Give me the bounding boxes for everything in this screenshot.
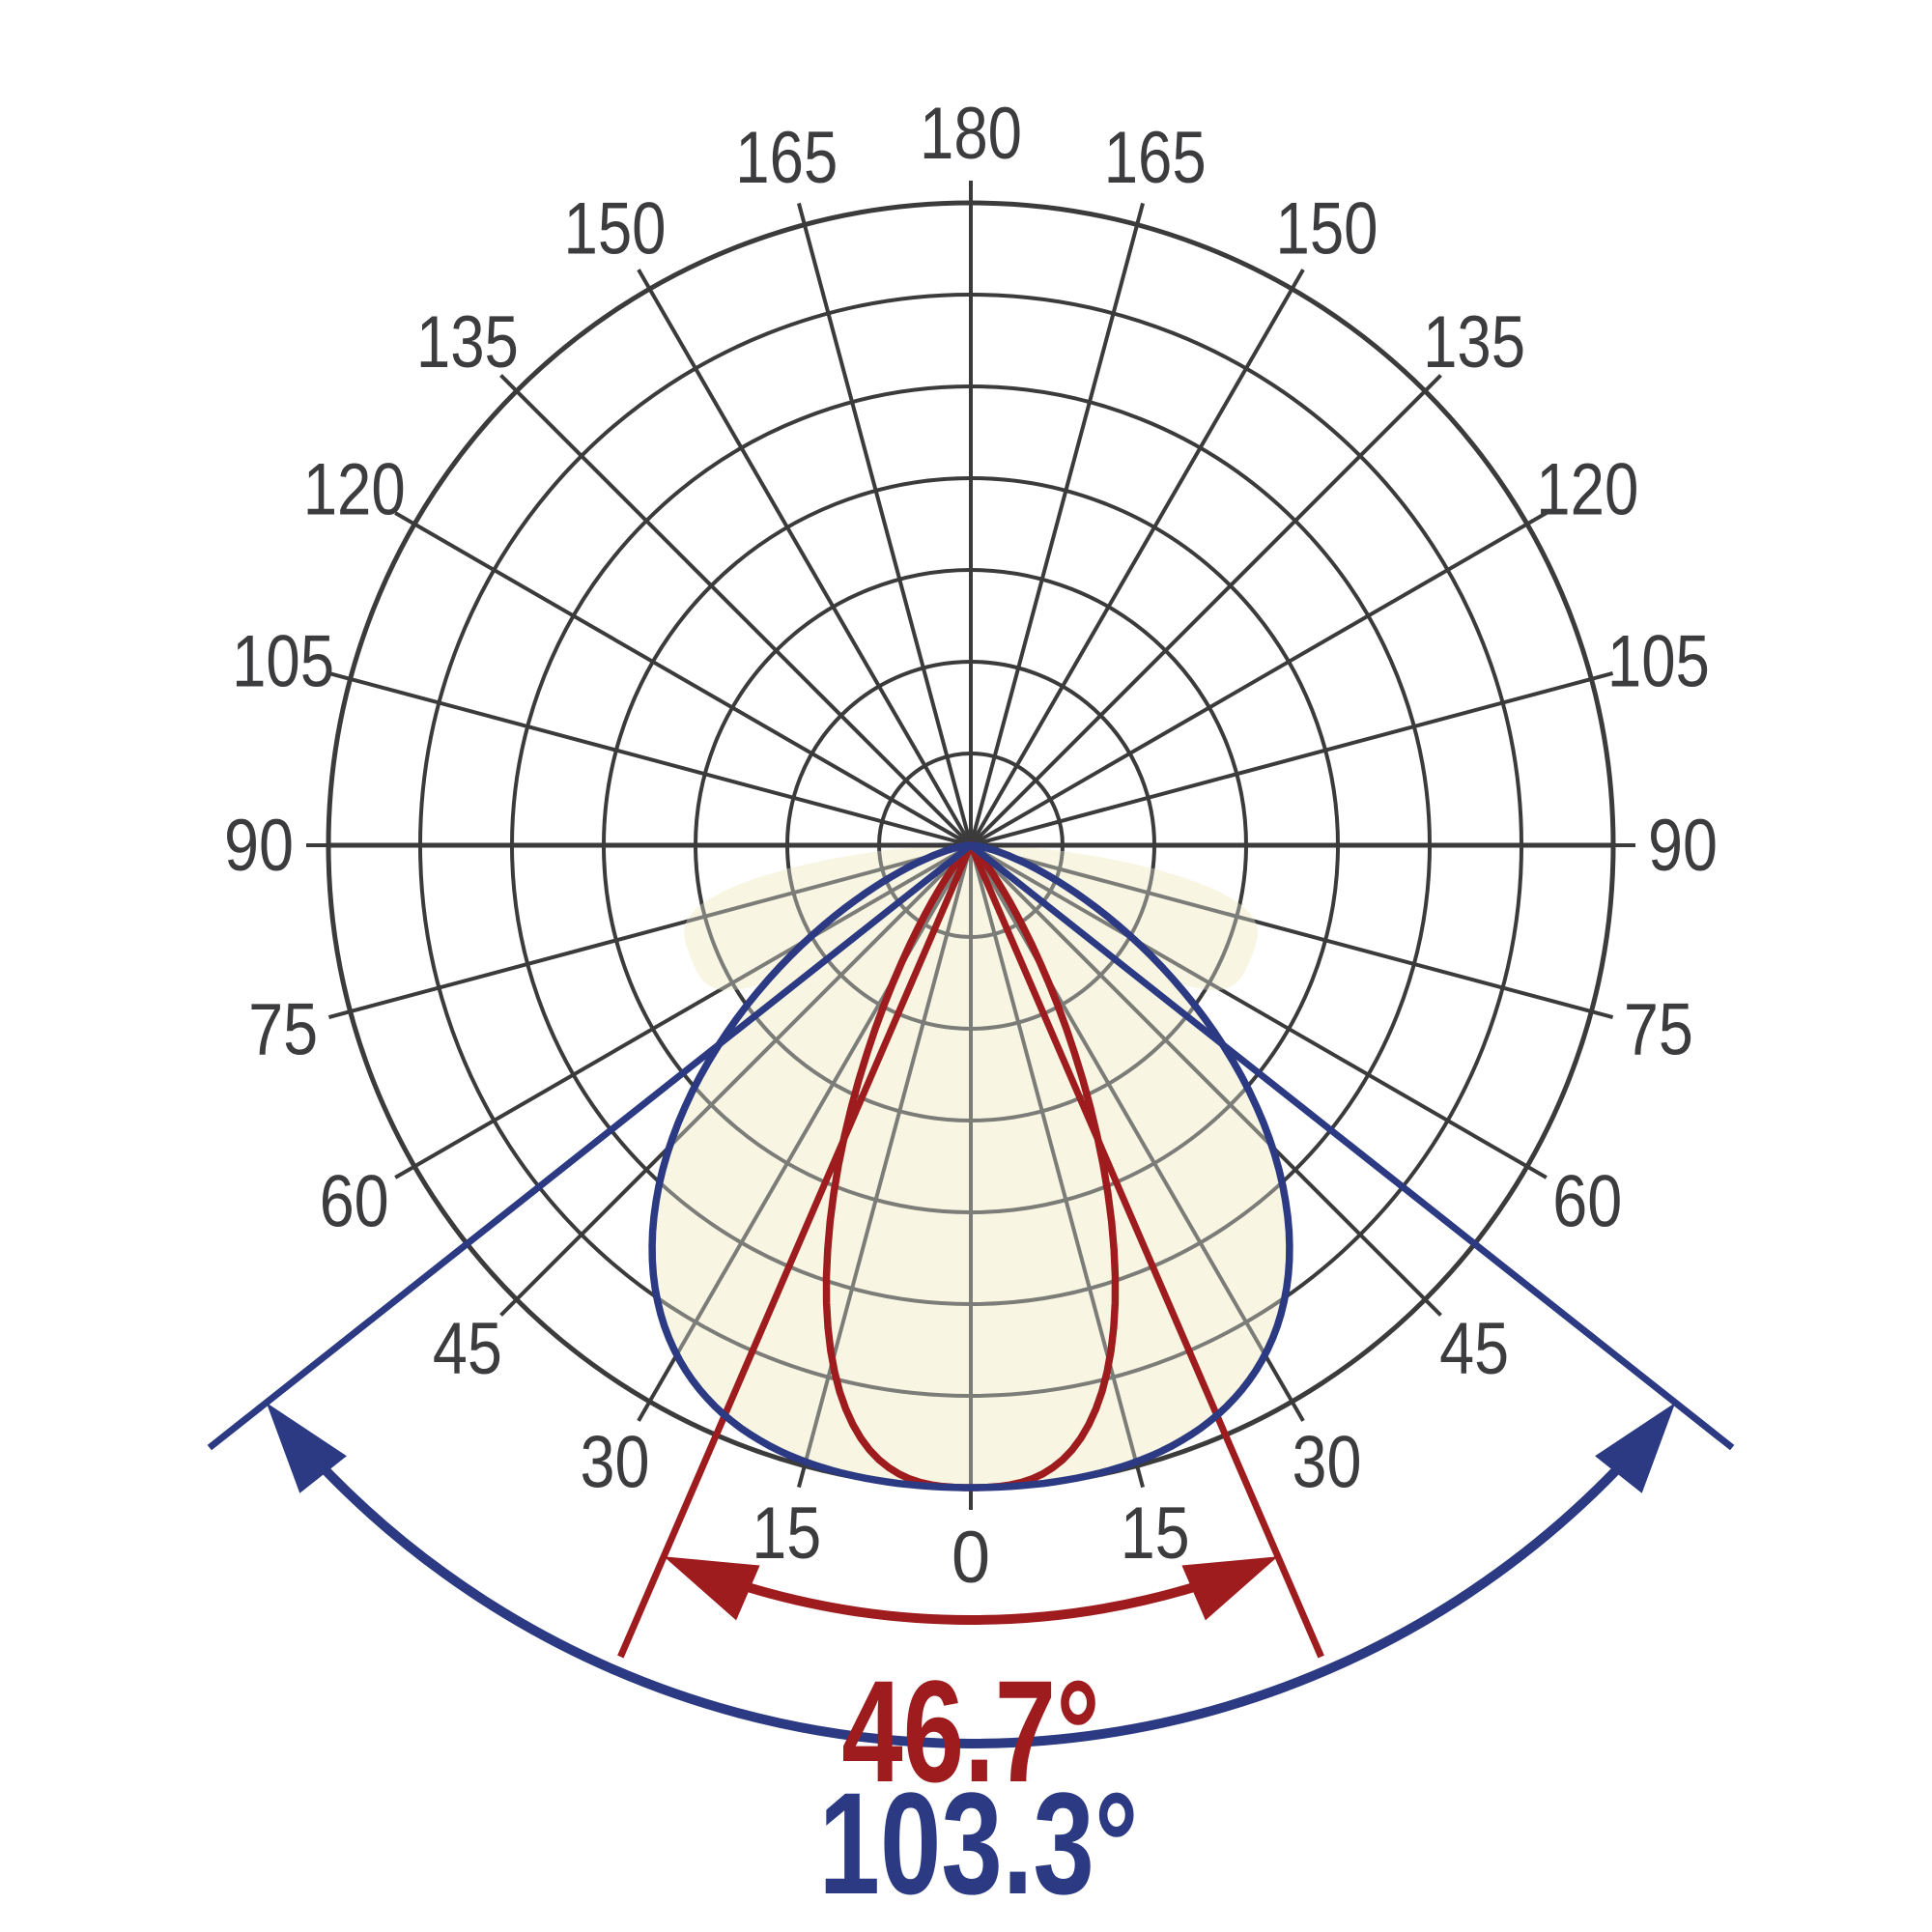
- grid-tick: [499, 374, 519, 393]
- arrowhead-icon: [1181, 1556, 1278, 1621]
- angle-label: 30: [1293, 1421, 1362, 1503]
- beam-limit-line: [967, 843, 1324, 1659]
- angle-label: 90: [224, 805, 294, 887]
- grid-ray: [969, 224, 1140, 846]
- angle-label: 60: [320, 1161, 389, 1243]
- angle-label: 45: [1439, 1308, 1509, 1390]
- angle-label: 120: [1536, 449, 1638, 531]
- angle-label: 75: [1624, 989, 1693, 1071]
- beam-limit-line: [968, 842, 1735, 1451]
- angle-label: 75: [248, 989, 318, 1071]
- grid-tick: [797, 202, 807, 226]
- grid-tick: [394, 511, 416, 526]
- polar-grid-inside-fill: [652, 845, 1290, 1488]
- angle-label: 30: [581, 1421, 650, 1503]
- angle-label: 150: [1276, 188, 1378, 270]
- arrowhead-icon: [664, 1556, 760, 1621]
- angle-label: 165: [735, 117, 838, 199]
- grid-tick: [637, 1400, 652, 1422]
- angle-label: 120: [303, 449, 406, 531]
- wide-beam-group: [207, 841, 1735, 1749]
- beam-limit-line: [617, 843, 975, 1659]
- grid-tick: [327, 671, 352, 681]
- arrowhead-icon: [266, 1403, 347, 1493]
- dimension-arc: [735, 1578, 1207, 1625]
- grid-tick: [1135, 1464, 1145, 1489]
- grid-ray: [652, 845, 973, 1301]
- angle-label: 15: [752, 1492, 821, 1575]
- grid-tick: [797, 1464, 807, 1489]
- grid-ray: [969, 522, 1528, 847]
- narrow-beam-group: [617, 839, 1324, 1659]
- beam-angle-annotation-wide: 103.3°: [818, 1762, 1139, 1924]
- grid-ray: [515, 389, 973, 847]
- grid-tick: [1423, 1297, 1442, 1317]
- grid-ray: [413, 522, 973, 847]
- angle-label: 135: [1423, 301, 1525, 384]
- angle-label: 0: [952, 1517, 990, 1599]
- grid-ray: [970, 676, 1592, 847]
- grid-ray: [802, 224, 973, 846]
- grid-ray: [969, 389, 1427, 847]
- grid-tick: [1590, 671, 1614, 681]
- grid-ray: [652, 845, 973, 1403]
- grid-tick: [1135, 202, 1145, 226]
- angle-label: 105: [1607, 620, 1710, 702]
- angle-label: 165: [1104, 117, 1207, 199]
- angle-label: 60: [1552, 1161, 1622, 1243]
- angle-label: 90: [1648, 805, 1718, 887]
- angle-label: 150: [564, 188, 667, 270]
- arrowhead-icon: [1595, 1403, 1676, 1493]
- grid-tick: [1290, 269, 1305, 291]
- angle-label: 135: [416, 301, 519, 384]
- grid-tick: [1290, 1400, 1305, 1422]
- grid-ray: [969, 288, 1294, 847]
- grid-tick: [1525, 1164, 1548, 1179]
- angle-label: 45: [433, 1308, 502, 1390]
- grid-tick: [394, 1164, 416, 1179]
- dimension-arc: [313, 1458, 1629, 1749]
- grid-tick: [1423, 374, 1442, 393]
- grid-tick: [1525, 511, 1548, 526]
- grid-ray: [969, 845, 1290, 1403]
- grid-ray: [969, 845, 1290, 1301]
- grid-ray: [350, 676, 972, 847]
- grid-tick: [499, 1297, 519, 1317]
- grid-ray: [647, 288, 973, 847]
- angle-label: 105: [232, 620, 334, 702]
- wide-beam-curve: [648, 841, 1293, 1492]
- grid-tick: [327, 1009, 352, 1019]
- angle-label: 180: [920, 93, 1022, 175]
- grid-tick: [1590, 1009, 1614, 1019]
- grid-tick: [637, 269, 652, 291]
- beam-limit-line: [207, 842, 974, 1451]
- beam-angle-annotation-narrow: 46.7°: [841, 1650, 1100, 1812]
- angle-label: 15: [1121, 1492, 1190, 1575]
